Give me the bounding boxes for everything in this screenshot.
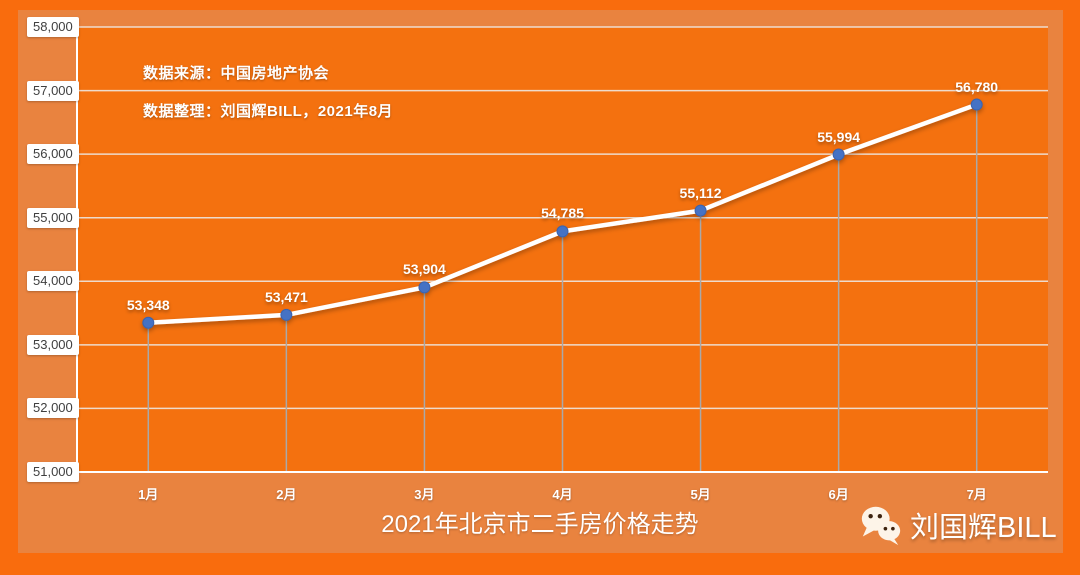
y-axis-tick-label: 56,000 (27, 144, 79, 165)
watermark-name: 刘国辉BILL (910, 512, 1057, 544)
y-axis-tick-label: 58,000 (27, 17, 79, 37)
y-axis-tick-label: 54,000 (27, 271, 79, 292)
data-point-marker (142, 316, 155, 329)
data-point-value-label: 56,780 (955, 78, 999, 95)
chart-title: 2021年北京市二手房价格走势 (381, 511, 699, 538)
data-point-marker (280, 308, 293, 321)
data-point-marker (418, 281, 431, 294)
data-point-value-label: 53,348 (126, 296, 170, 313)
wechat-icon (861, 506, 901, 546)
data-source-note: 数据来源：中国房地产协会 (143, 65, 330, 82)
y-axis-tick-label: 55,000 (27, 207, 79, 228)
x-axis-tick-label: 3月 (414, 487, 435, 502)
data-point-value-label: 55,112 (679, 184, 722, 201)
data-point-marker (556, 225, 569, 238)
series-group (142, 98, 983, 329)
data-point-value-label: 53,471 (264, 288, 308, 305)
watermark: 刘国辉BILL (858, 502, 1057, 548)
x-axis-tick-label: 5月 (690, 487, 711, 502)
x-axis-tick-label: 1月 (138, 487, 159, 502)
data-point-value-label: 55,994 (817, 128, 861, 145)
data-point-value-label: 54,785 (541, 205, 584, 222)
data-point-value-label: 53,904 (403, 261, 446, 278)
data-point-marker (970, 98, 983, 111)
data-point-marker (694, 204, 707, 217)
y-axis-tick-label: 57,000 (27, 80, 79, 101)
data-point-marker (832, 148, 845, 161)
data-curator-note: 数据整理：刘国辉BILL，2021年8月 (143, 103, 394, 120)
x-axis-tick-label: 7月 (966, 487, 987, 502)
x-axis-tick-label: 6月 (828, 487, 849, 502)
x-axis-tick-label: 4月 (552, 487, 573, 502)
x-axis-tick-label: 2月 (276, 487, 297, 502)
y-axis-tick-label: 52,000 (27, 398, 79, 419)
y-axis-tick-label: 51,000 (27, 462, 79, 482)
y-axis-tick-label: 53,000 (27, 334, 79, 355)
